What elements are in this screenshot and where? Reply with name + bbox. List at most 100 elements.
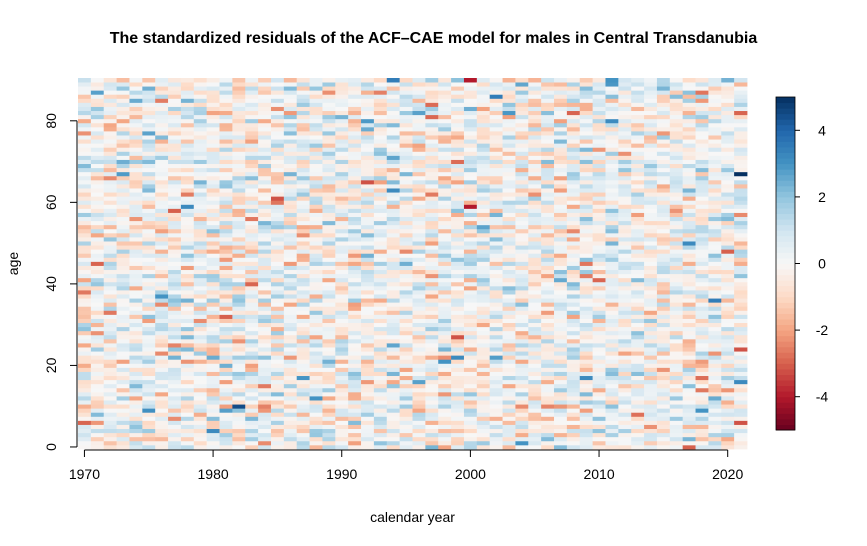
heatmap-cell [386, 86, 401, 91]
heatmap-cell [373, 188, 388, 193]
heatmap-cell [605, 175, 619, 181]
heatmap-cell [476, 347, 491, 352]
heatmap-cell [245, 444, 259, 450]
heatmap-cell [373, 294, 388, 299]
heatmap-cell [734, 114, 748, 120]
heatmap-cell [232, 208, 246, 213]
heatmap-cell [412, 379, 426, 385]
heatmap-cell [734, 330, 748, 336]
heatmap-cell [682, 159, 696, 165]
heatmap-cell [502, 90, 516, 95]
heatmap-cell [90, 367, 105, 372]
heatmap-cell [78, 334, 92, 340]
heatmap-cell [142, 400, 156, 405]
heatmap-cell [463, 351, 478, 356]
heatmap-cell [669, 241, 684, 246]
heatmap-cell [322, 143, 336, 148]
heatmap-cell [695, 78, 709, 83]
heatmap-cell [631, 404, 645, 409]
heatmap-cell [206, 224, 220, 230]
heatmap-cell [270, 298, 285, 303]
heatmap-cell [103, 139, 117, 144]
heatmap-cell [219, 396, 233, 401]
heatmap-cell [682, 347, 696, 352]
heatmap-cell [399, 249, 413, 254]
heatmap-cell [438, 404, 452, 409]
heatmap-cell [386, 110, 401, 116]
colorbar-segment [776, 324, 795, 331]
heatmap-cell [528, 253, 542, 258]
heatmap-cell [129, 383, 143, 389]
heatmap-cell [708, 257, 722, 262]
heatmap-cell [386, 310, 401, 315]
heatmap-cell [322, 326, 336, 332]
colorbar-segment [776, 257, 795, 264]
heatmap-cell [425, 143, 439, 148]
heatmap-cell [631, 322, 645, 328]
heatmap-cell [425, 420, 439, 425]
heatmap-cell [669, 261, 684, 266]
heatmap-cell [116, 184, 130, 189]
heatmap-cell [129, 404, 143, 409]
heatmap-cell [219, 204, 233, 209]
heatmap-cell [399, 322, 413, 328]
heatmap-cell [566, 363, 581, 368]
heatmap-cell [592, 383, 606, 389]
heatmap-cell [438, 261, 452, 266]
heatmap-cell [232, 424, 246, 430]
heatmap-cell [219, 343, 233, 348]
heatmap-cell [631, 241, 645, 246]
heatmap-cell [232, 106, 246, 112]
heatmap-cell [682, 98, 696, 103]
heatmap-cell [605, 257, 619, 262]
heatmap-cell [386, 175, 401, 181]
heatmap-cell [103, 126, 117, 132]
heatmap-cell [528, 334, 542, 340]
heatmap-cell [515, 363, 529, 368]
heatmap-cell [283, 269, 298, 275]
heatmap-cell [541, 114, 555, 120]
heatmap-cell [579, 334, 594, 340]
heatmap-cell [528, 420, 542, 425]
heatmap-cell [296, 318, 310, 324]
heatmap-cell [270, 94, 285, 99]
heatmap-cell [721, 314, 735, 319]
heatmap-cell [399, 175, 413, 181]
heatmap-cell [502, 400, 516, 405]
heatmap-cell [386, 159, 401, 165]
heatmap-cell [116, 106, 130, 112]
heatmap-cell [142, 114, 156, 120]
heatmap-cell [90, 82, 105, 87]
heatmap-cell [579, 371, 594, 377]
heatmap-cell [605, 118, 619, 124]
heatmap-cell [348, 412, 362, 417]
heatmap-cell [682, 232, 696, 238]
heatmap-cell [451, 314, 465, 319]
heatmap-cell [412, 440, 426, 446]
colorbar-segment [776, 302, 795, 309]
heatmap-cell [322, 98, 336, 103]
heatmap-cell [605, 261, 619, 266]
heatmap-cell [245, 355, 259, 360]
heatmap-cell [502, 359, 516, 364]
heatmap-cell [219, 224, 233, 230]
heatmap-cell [682, 114, 696, 120]
heatmap-cell [708, 147, 722, 152]
heatmap-cell [180, 330, 195, 336]
heatmap-cell [554, 428, 568, 434]
heatmap-cell [605, 298, 619, 303]
heatmap-cell [193, 440, 208, 446]
heatmap-cell [90, 86, 105, 91]
heatmap-cell [528, 298, 542, 303]
heatmap-cell [335, 237, 349, 242]
heatmap-cell [155, 326, 169, 332]
heatmap-cell [515, 253, 529, 258]
heatmap-cell [90, 179, 105, 185]
heatmap-cell [644, 359, 658, 364]
heatmap-cell [335, 216, 349, 222]
heatmap-cell [489, 298, 503, 303]
heatmap-cell [348, 277, 362, 283]
heatmap-cell [644, 220, 658, 226]
heatmap-cell [283, 379, 298, 385]
heatmap-cell [656, 216, 671, 222]
